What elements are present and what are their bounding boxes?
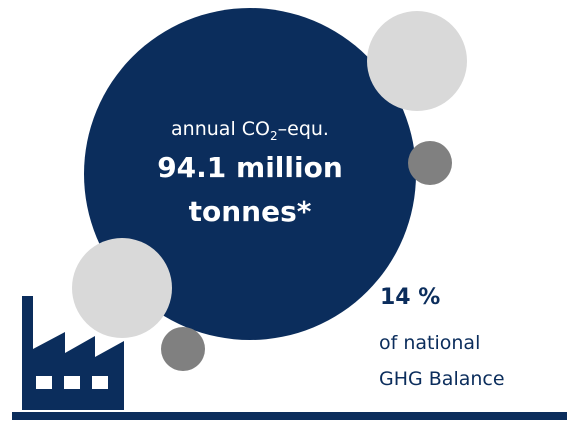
bottom-rule [12, 412, 567, 420]
factory-icon [22, 296, 124, 410]
decorative-bubble-small-bottom [161, 327, 205, 371]
share-percent: 14 % [380, 285, 441, 310]
emission-label-subscript: 2 [269, 128, 278, 143]
share-text-line2: GHG Balance [379, 368, 505, 390]
decorative-bubble-small-right [408, 141, 452, 185]
share-text-line1: of national [379, 332, 481, 354]
emission-value: 94.1 million tonnes* [130, 146, 370, 234]
emission-label-suffix: –equ. [277, 118, 329, 140]
emission-value-line1: 94.1 million [157, 151, 343, 184]
emission-label-prefix: annual CO [171, 118, 270, 140]
decorative-bubble-large-left [72, 238, 172, 338]
decorative-bubble-large-top [367, 11, 467, 111]
emission-value-line2: tonnes* [188, 195, 312, 228]
emission-label: annual CO2–equ. [160, 118, 340, 143]
